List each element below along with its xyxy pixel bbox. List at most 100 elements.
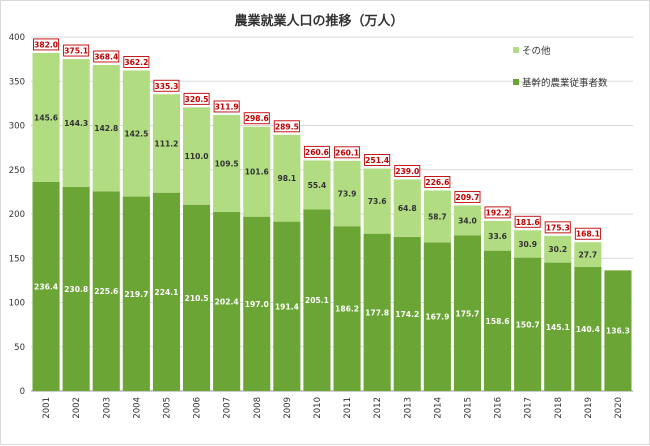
- total-label-box: [454, 190, 481, 203]
- bar-core-farmers: [333, 226, 361, 391]
- total-label: 375.1: [64, 47, 88, 56]
- data-label-core-farmers: 177.8: [365, 308, 389, 317]
- total-label-box: [484, 206, 511, 219]
- x-tick-label: 2005: [162, 397, 172, 419]
- total-label-box: [424, 176, 451, 188]
- total-label-box: [183, 92, 210, 105]
- data-label-other: 73.6: [368, 197, 387, 206]
- data-label-other: 101.6: [245, 168, 269, 177]
- total-label: 320.5: [185, 95, 209, 104]
- total-label-box: [334, 146, 361, 159]
- data-label-other: 34.0: [458, 216, 477, 225]
- x-tick-label: 2010: [313, 397, 323, 419]
- x-tick-label: 2017: [524, 397, 534, 419]
- data-label-other: 30.9: [518, 240, 537, 249]
- y-tick-label: 250: [9, 166, 25, 176]
- x-tick-label: 2018: [554, 397, 564, 419]
- total-label: 226.6: [425, 178, 449, 187]
- x-tick-label: 2008: [253, 397, 263, 419]
- bar-core-farmers: [574, 266, 602, 391]
- x-tick-label: 2002: [72, 397, 82, 419]
- data-label-core-farmers: 140.4: [576, 325, 600, 334]
- data-label-core-farmers: 205.1: [305, 296, 329, 305]
- bar-core-farmers: [604, 270, 632, 391]
- x-tick-label: 2012: [373, 397, 383, 419]
- y-tick-label: 300: [9, 122, 25, 132]
- bar-other: [544, 235, 572, 263]
- total-label-box: [93, 50, 120, 63]
- bar-core-farmers: [213, 211, 241, 391]
- x-tick-label: 2003: [102, 397, 112, 419]
- data-label-core-farmers: 219.7: [124, 290, 148, 299]
- data-label-other: 98.1: [277, 174, 296, 183]
- bar-core-farmers: [423, 242, 451, 391]
- total-label: 175.3: [546, 223, 570, 232]
- bar-other: [333, 160, 361, 227]
- legend-label-core-farmers: 基幹的農業従事者数: [522, 77, 608, 89]
- data-label-core-farmers: 175.7: [455, 309, 479, 318]
- bar-other: [574, 242, 602, 267]
- y-tick-label: 50: [14, 343, 25, 353]
- bar-other: [92, 64, 120, 192]
- data-label-core-farmers: 145.1: [546, 323, 570, 332]
- data-label-core-farmers: 158.6: [486, 317, 510, 326]
- total-label-box: [123, 56, 150, 68]
- data-label-other: 33.6: [488, 232, 507, 241]
- data-label-other: 144.3: [64, 119, 88, 128]
- data-label-core-farmers: 191.4: [275, 302, 299, 311]
- total-label-box: [544, 221, 571, 234]
- data-label-core-farmers: 224.1: [154, 288, 178, 297]
- bar-core-farmers: [303, 209, 331, 391]
- x-tick-label: 2016: [494, 397, 504, 419]
- total-label: 382.0: [34, 40, 58, 49]
- total-label-box: [243, 112, 270, 125]
- data-label-core-farmers: 236.4: [34, 282, 58, 291]
- bar-other: [423, 190, 451, 243]
- data-label-other: 145.6: [34, 113, 58, 122]
- data-label-core-farmers: 136.3: [606, 327, 630, 336]
- legend: その他 基幹的農業従事者数: [513, 45, 608, 89]
- bar-core-farmers: [363, 233, 391, 391]
- legend-swatch-core-farmers: [513, 79, 519, 85]
- bar-core-farmers: [92, 191, 120, 391]
- data-label-core-farmers: 150.7: [516, 320, 540, 329]
- total-label: 311.9: [215, 102, 239, 111]
- x-tick-label: 2004: [132, 397, 142, 419]
- bar-core-farmers: [544, 262, 572, 391]
- total-label: 251.4: [365, 156, 389, 165]
- data-label-other: 109.5: [215, 159, 239, 168]
- data-label-other: 27.7: [578, 250, 597, 259]
- data-label-core-farmers: 230.8: [64, 285, 88, 294]
- x-tick-label: 2011: [343, 397, 353, 419]
- total-label-box: [303, 145, 330, 158]
- bar-core-farmers: [243, 216, 271, 391]
- bar-other: [453, 205, 481, 236]
- bar-other: [62, 59, 90, 187]
- x-tick-label: 2015: [463, 397, 473, 419]
- total-label-box: [574, 227, 601, 240]
- data-label-core-farmers: 167.9: [425, 313, 449, 322]
- gridlines: [31, 36, 633, 392]
- y-tick-label: 400: [9, 33, 25, 43]
- data-label-other: 58.7: [428, 212, 447, 221]
- data-label-core-farmers: 174.2: [395, 310, 419, 319]
- total-label-box: [394, 165, 421, 177]
- total-label: 298.6: [245, 114, 269, 123]
- total-label-box: [33, 38, 60, 51]
- bar-core-farmers: [514, 257, 542, 391]
- bar-other: [273, 134, 301, 222]
- data-label-other: 111.2: [154, 139, 178, 148]
- y-tick-label: 200: [9, 210, 25, 220]
- bar-other: [393, 179, 421, 237]
- total-label-box: [514, 215, 541, 228]
- total-label: 192.2: [486, 208, 510, 217]
- total-label-box: [364, 154, 391, 166]
- data-label-core-farmers: 186.2: [335, 305, 359, 314]
- bar-core-farmers: [32, 181, 60, 391]
- y-tick-label: 350: [9, 77, 25, 87]
- bar-core-farmers: [273, 221, 301, 391]
- y-tick-label: 100: [9, 299, 25, 309]
- total-label: 289.5: [275, 122, 299, 131]
